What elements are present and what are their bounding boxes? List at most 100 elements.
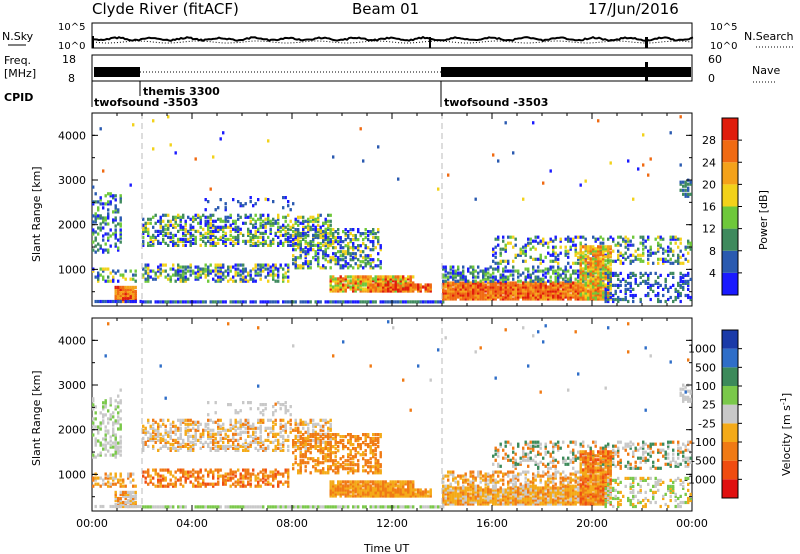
echo-cell: [382, 287, 385, 291]
echo-cell: [682, 285, 685, 289]
echo-cell: [589, 245, 592, 249]
echo-cell: [282, 233, 285, 237]
echo-cell: [217, 474, 220, 478]
echo-cell: [409, 283, 412, 287]
echo-cell: [134, 297, 137, 302]
echo-cell: [309, 433, 312, 437]
echo-cell: [119, 230, 122, 234]
echo-cell: [479, 291, 482, 295]
echo-cell: [104, 299, 107, 304]
echo-cell: [119, 502, 122, 507]
echo-cell: [159, 217, 162, 221]
echo-cell: [294, 455, 297, 459]
echo-cell: [197, 470, 200, 474]
echo-cell: [647, 281, 650, 285]
echo-cell: [319, 235, 322, 239]
echo-cell: [354, 469, 357, 473]
echo-cell: [199, 231, 202, 235]
echo-cell: [647, 237, 650, 241]
echo-cell: [594, 237, 597, 241]
echo-cell: [407, 285, 410, 289]
echo-cell: [249, 440, 252, 444]
echo-cell: [539, 289, 542, 293]
echo-cell: [309, 471, 312, 475]
echo-cell: [487, 271, 490, 275]
echo-cell: [172, 241, 175, 245]
echo-cell: [647, 235, 650, 239]
echo-cell: [334, 443, 337, 447]
echo-cell: [632, 295, 635, 300]
echo-cell: [592, 251, 595, 255]
echo-cell: [277, 213, 280, 217]
echo-cell: [217, 446, 220, 450]
echo-cell: [507, 259, 510, 263]
echo-cell: [672, 271, 675, 275]
echo-cell: [367, 238, 370, 242]
echo-cell: [334, 289, 337, 293]
echo-cell: [612, 239, 615, 243]
echo-cell: [352, 435, 355, 439]
echo-cell: [94, 238, 97, 242]
echo-cell: [149, 480, 152, 484]
echo-cell: [492, 249, 495, 253]
echo-cell: [117, 447, 120, 451]
echo-cell: [444, 281, 447, 285]
echo-cell: [442, 265, 445, 269]
echo-cell: [202, 213, 205, 217]
echo-cell: [122, 297, 125, 302]
echo-cell: [152, 422, 155, 426]
echo-cell: [464, 289, 467, 293]
echo-cell: [649, 271, 652, 275]
echo-cell: [127, 299, 130, 304]
echo-cell: [179, 273, 182, 277]
echo-cell: [592, 247, 595, 251]
echo-cell: [124, 291, 127, 296]
echo-cell: [597, 277, 600, 281]
echo-cell: [294, 232, 297, 236]
echo-cell: [327, 213, 330, 217]
echo-cell: [349, 433, 352, 437]
echo-cell: [279, 426, 282, 430]
echo-cell: [559, 297, 562, 301]
echo-cell: [157, 219, 160, 223]
echo-cell: [352, 471, 355, 475]
echo-cell: [452, 265, 455, 269]
echo-cell: [267, 438, 270, 442]
echo-cell: [534, 283, 537, 287]
echo-cell: [192, 442, 195, 446]
echo-cell: [372, 266, 375, 270]
echo-cell: [594, 279, 597, 283]
echo-cell: [114, 496, 117, 501]
echo-cell: [297, 471, 300, 475]
echo-cell: [454, 275, 457, 279]
echo-cell: [194, 265, 197, 269]
echo-cell: [242, 444, 245, 448]
echo-cell: [314, 424, 317, 428]
echo-cell: [367, 277, 370, 281]
echo-cell: [182, 233, 185, 237]
echo-cell: [309, 418, 312, 422]
echo-cell: [202, 428, 205, 432]
echo-cell: [282, 448, 285, 452]
echo-cell: [329, 227, 332, 231]
echo-cell: [309, 266, 312, 270]
echo-cell: [164, 241, 167, 245]
echo-cell: [272, 405, 275, 409]
echo-cell: [97, 453, 100, 457]
echo-cell: [394, 285, 397, 289]
echo-cell: [242, 474, 245, 478]
echo-cell: [552, 287, 555, 291]
echo-cell: [119, 216, 122, 220]
echo-cell: [462, 291, 465, 295]
echo-cell: [172, 444, 175, 448]
echo-cell: [102, 206, 105, 210]
echo-cell: [262, 225, 265, 229]
echo-cell: [177, 426, 180, 430]
echo-cell: [287, 279, 290, 283]
echo-cell: [299, 443, 302, 447]
echo-cell: [157, 428, 160, 432]
echo-cell: [192, 217, 195, 221]
echo-cell: [474, 295, 477, 299]
echo-cell: [352, 447, 355, 451]
echo-cell: [357, 285, 360, 289]
